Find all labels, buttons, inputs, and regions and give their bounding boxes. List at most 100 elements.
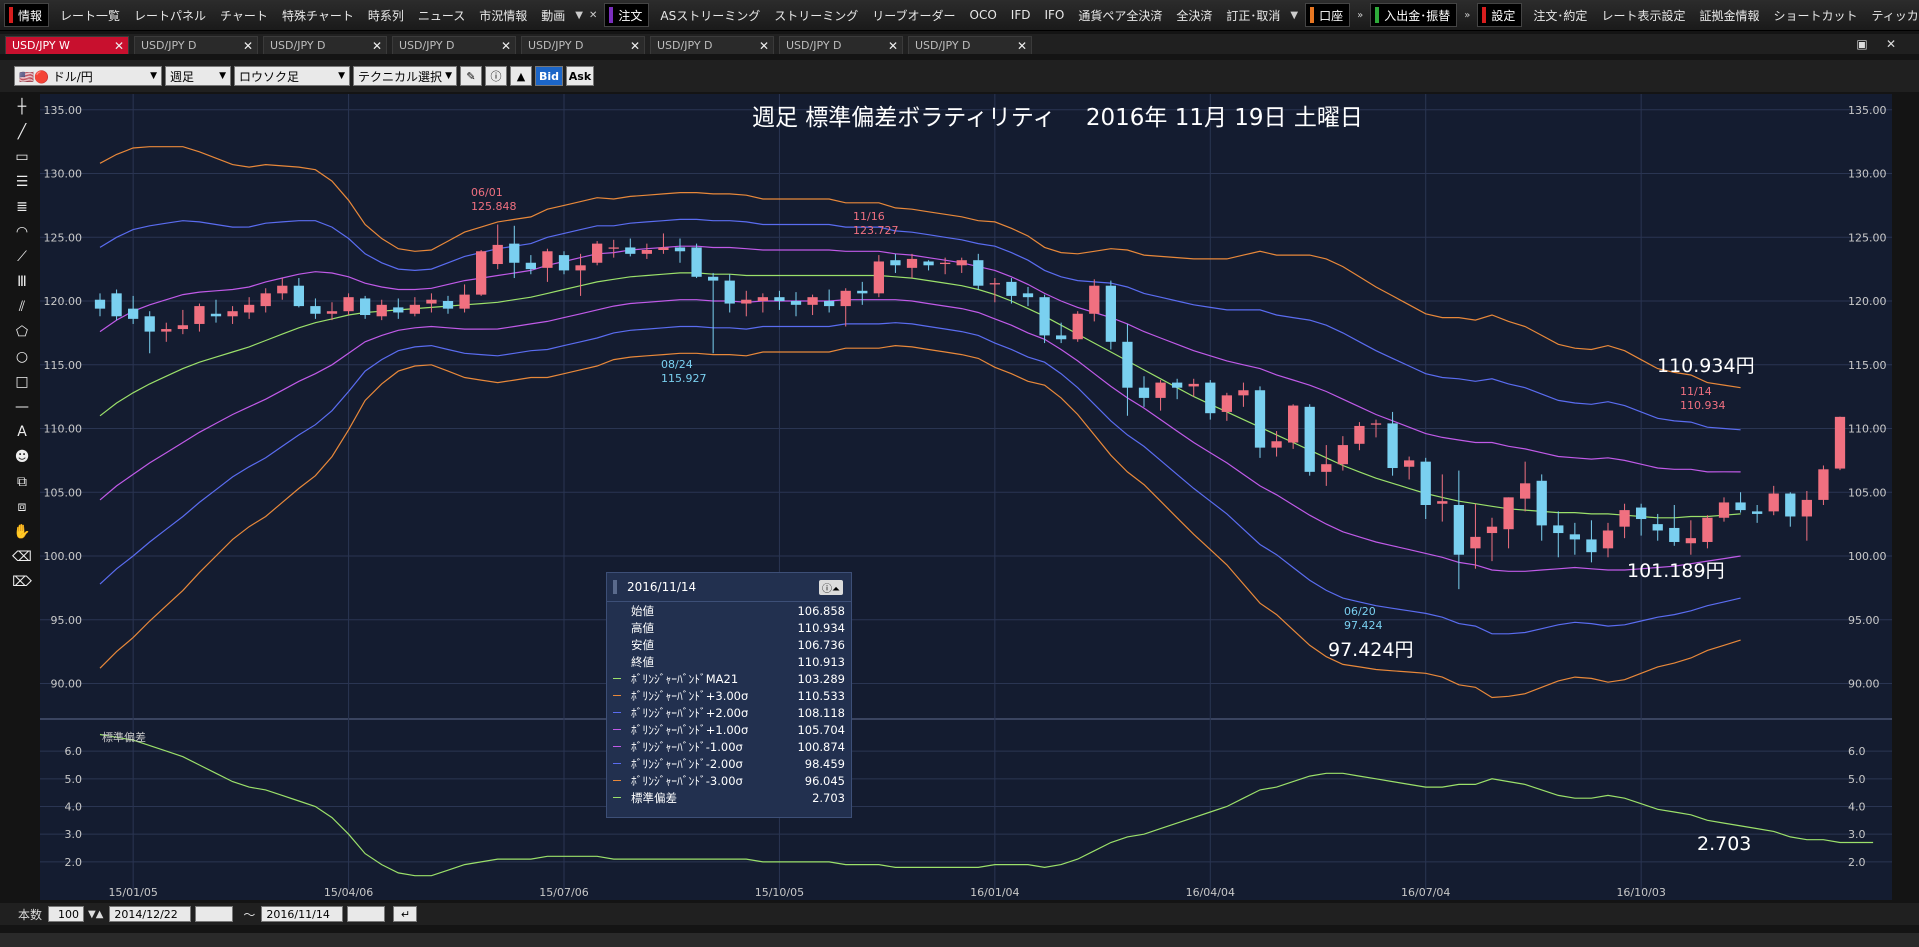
candle-body bbox=[194, 306, 205, 324]
vertical-lines-icon[interactable]: Ⅲ bbox=[17, 274, 27, 290]
fibonacci-lines-icon[interactable]: ≣ bbox=[16, 199, 28, 215]
tab-close-icon[interactable]: ✕ bbox=[887, 38, 898, 53]
period-select[interactable]: 週足 ▼ bbox=[165, 66, 231, 86]
pentagon-icon[interactable]: ⬠ bbox=[15, 324, 29, 340]
close-window-icon[interactable]: ✕ bbox=[1885, 36, 1897, 51]
chart-tab-3[interactable]: USD/JPY D ✕ bbox=[392, 36, 516, 54]
chart-tab-4[interactable]: USD/JPY D ✕ bbox=[521, 36, 645, 54]
info-row: ﾎﾞﾘﾝｼﾞｬｰﾊﾞﾝﾄﾞ-1.00σ 100.874 bbox=[607, 738, 851, 755]
candle-body bbox=[310, 306, 321, 314]
chart-tab-2[interactable]: USD/JPY D ✕ bbox=[263, 36, 387, 54]
hline-icon[interactable]: — bbox=[15, 399, 29, 415]
drag-handle-icon[interactable] bbox=[613, 580, 617, 594]
ask-button[interactable]: Ask bbox=[566, 66, 594, 86]
crosshair-icon[interactable]: ┼ bbox=[17, 99, 27, 115]
menu-head-order[interactable]: 注文 bbox=[604, 3, 650, 27]
menu-item-order-6[interactable]: 通貨ペア全決済 bbox=[1078, 8, 1163, 23]
menu-item-info-2[interactable]: チャート bbox=[220, 8, 268, 23]
count-stepper-icon[interactable]: ▼▲ bbox=[88, 908, 104, 920]
menu-head-account[interactable]: 口座 bbox=[1305, 3, 1351, 27]
candle-body bbox=[558, 255, 570, 271]
menu-item-info-5[interactable]: ニュース bbox=[417, 8, 466, 23]
menu-head-info[interactable]: 情報 bbox=[4, 3, 50, 27]
info-icon[interactable]: ⓘ bbox=[485, 66, 507, 86]
chart-tab-6[interactable]: USD/JPY D ✕ bbox=[779, 36, 903, 54]
start-date-input[interactable]: 2014/12/22 bbox=[109, 906, 192, 922]
y-tick-label-left: 115.00 bbox=[44, 359, 83, 372]
menu-item-order-1[interactable]: ストリーミング bbox=[774, 8, 859, 23]
text-icon[interactable]: A bbox=[17, 424, 27, 440]
fan-lines-icon[interactable]: ⟋ bbox=[17, 249, 27, 265]
menu-item-settings-1[interactable]: レート表示設定 bbox=[1601, 8, 1686, 23]
candle-body bbox=[1304, 406, 1315, 472]
menu-item-info-7[interactable]: 動画 bbox=[541, 8, 566, 23]
emoji-icon[interactable]: ☻ bbox=[14, 449, 30, 465]
end-date-input[interactable]: 2016/11/14 bbox=[261, 906, 344, 922]
menu-item-settings-3[interactable]: ショートカット bbox=[1773, 8, 1858, 23]
tab-close-icon[interactable]: ✕ bbox=[1016, 38, 1027, 53]
chart-tab-7[interactable]: USD/JPY D ✕ bbox=[908, 36, 1032, 54]
trendline-icon[interactable]: ╱ bbox=[17, 124, 27, 140]
eraser-all-icon[interactable]: ⌦ bbox=[12, 574, 32, 590]
technical-select[interactable]: テクニカル選択 ▼ bbox=[353, 66, 457, 86]
menu-close-icon[interactable]: ✕ bbox=[588, 9, 598, 21]
end-time-input[interactable] bbox=[347, 906, 386, 922]
info-row-value: 2.703 bbox=[812, 790, 845, 805]
menu-item-info-6[interactable]: 市況情報 bbox=[479, 8, 528, 23]
mountain-chart-icon[interactable]: ▲ bbox=[510, 66, 532, 86]
menu-expand-icon[interactable]: » bbox=[1357, 9, 1364, 21]
candle-body bbox=[857, 290, 868, 294]
menu-expand-icon[interactable]: » bbox=[1464, 9, 1471, 21]
ruler-icon[interactable]: ▭ bbox=[15, 149, 29, 165]
menu-item-order-8[interactable]: 訂正･取消 bbox=[1226, 8, 1281, 23]
layers-icon[interactable]: ⧈ bbox=[17, 499, 27, 515]
menu-head-settings[interactable]: 設定 bbox=[1477, 3, 1523, 27]
tab-close-icon[interactable]: ✕ bbox=[500, 38, 511, 53]
chart-tab-0[interactable]: USD/JPY W ✕ bbox=[5, 36, 129, 54]
tab-close-icon[interactable]: ✕ bbox=[629, 38, 640, 53]
menu-head-deposit[interactable]: 入出金･振替 bbox=[1370, 3, 1458, 27]
eraser-icon[interactable]: ⌫ bbox=[12, 549, 32, 565]
fan-arc-icon[interactable]: ◠ bbox=[15, 224, 29, 240]
tab-close-icon[interactable]: ✕ bbox=[758, 38, 769, 53]
menu-dropdown-icon[interactable]: ▼ bbox=[575, 9, 583, 21]
menu-item-info-1[interactable]: レートパネル bbox=[134, 8, 207, 23]
chart-tab-5[interactable]: USD/JPY D ✕ bbox=[650, 36, 774, 54]
start-time-input[interactable] bbox=[195, 906, 234, 922]
menu-dropdown-icon[interactable]: ▼ bbox=[1290, 9, 1299, 21]
reload-icon[interactable]: ↵ bbox=[393, 906, 418, 922]
menu-item-settings-2[interactable]: 証拠金情報 bbox=[1699, 8, 1760, 23]
bid-button[interactable]: Bid bbox=[535, 66, 563, 86]
copy-icon[interactable]: ⧉ bbox=[17, 474, 27, 490]
tab-close-icon[interactable]: ✕ bbox=[371, 38, 382, 53]
menu-item-info-4[interactable]: 時系列 bbox=[367, 8, 404, 23]
currency-pair-select[interactable]: 🇺🇸🔴 ドル/円 ▼ bbox=[14, 66, 162, 86]
circle-icon[interactable]: ○ bbox=[15, 349, 29, 365]
menu-item-order-4[interactable]: IFD bbox=[1010, 8, 1031, 22]
menu-item-order-7[interactable]: 全決済 bbox=[1176, 8, 1213, 23]
menu-item-order-3[interactable]: OCO bbox=[969, 8, 997, 22]
info-row-value: 103.289 bbox=[797, 671, 845, 686]
menu-item-info-3[interactable]: 特殊チャート bbox=[281, 8, 354, 23]
tab-close-icon[interactable]: ✕ bbox=[113, 38, 124, 53]
draw-pen-icon[interactable]: ✎ bbox=[460, 66, 482, 86]
tab-close-icon[interactable]: ✕ bbox=[242, 38, 253, 53]
rectangle-icon[interactable]: □ bbox=[15, 374, 29, 390]
menu-item-order-2[interactable]: リーブオーダー bbox=[872, 8, 956, 23]
ohlc-info-box[interactable]: 2016/11/14 ⓘ⏶ 始値 106.858 高値 110.934 安値 106.73… bbox=[606, 572, 852, 818]
chart-tab-1[interactable]: USD/JPY D ✕ bbox=[134, 36, 258, 54]
menu-item-order-5[interactable]: IFO bbox=[1044, 8, 1065, 22]
pitchfork-icon[interactable]: ⫽ bbox=[18, 299, 26, 315]
info-collapse-icon[interactable]: ⓘ⏶ bbox=[819, 579, 843, 595]
chart-area[interactable]: 90.00 90.00 95.00 95.00 100.00 100.00 105.00 10… bbox=[40, 94, 1892, 900]
menu-item-info-0[interactable]: レート一覧 bbox=[60, 8, 121, 23]
horizontal-lines-icon[interactable]: ☰ bbox=[15, 174, 29, 190]
candle-body bbox=[1337, 445, 1348, 465]
chart-type-select[interactable]: ロウソク足 ▼ bbox=[234, 66, 350, 86]
menu-item-settings-4[interactable]: ティッカー bbox=[1871, 8, 1919, 23]
maximize-icon[interactable]: ▣ bbox=[1856, 36, 1868, 51]
count-input[interactable]: 100 bbox=[48, 906, 85, 922]
menu-item-order-0[interactable]: ASストリーミング bbox=[660, 8, 761, 23]
hand-icon[interactable]: ✋ bbox=[13, 524, 31, 540]
menu-item-settings-0[interactable]: 注文･約定 bbox=[1533, 8, 1588, 23]
